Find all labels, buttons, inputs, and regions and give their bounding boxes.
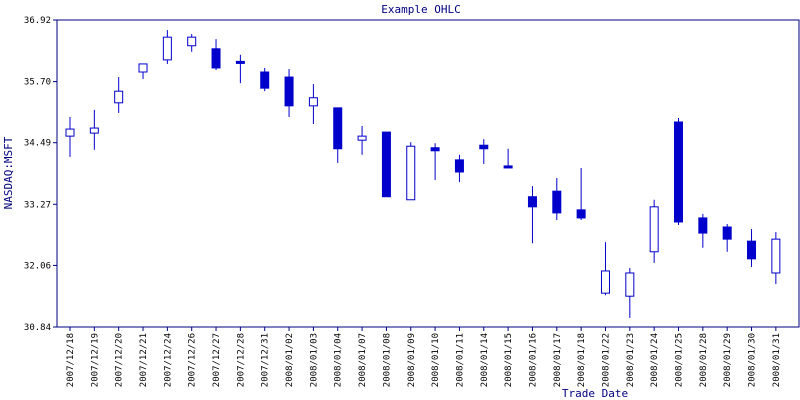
x-tick-label: 2007/12/20 [115, 333, 125, 387]
x-tick-label: 2007/12/21 [139, 333, 149, 387]
y-tick-label: 32.06 [24, 261, 51, 271]
x-tick-label: 2008/01/17 [553, 333, 563, 387]
candle-body [187, 36, 197, 47]
candle-body [89, 127, 99, 134]
x-tick-label: 2007/12/31 [261, 333, 271, 387]
candle-body [430, 147, 440, 152]
x-tick-label: 2008/01/08 [382, 333, 392, 387]
candle-body [527, 196, 537, 208]
candle-body [357, 135, 367, 141]
x-tick-label: 2008/01/07 [358, 333, 368, 387]
candle-body [576, 209, 586, 219]
candle-body [308, 97, 318, 107]
candle-body [454, 159, 464, 173]
x-tick-label: 2007/12/24 [163, 333, 173, 387]
x-tick-label: 2007/12/18 [66, 333, 76, 387]
candle-body [211, 48, 221, 69]
x-tick-label: 2008/01/23 [626, 333, 636, 387]
x-tick-label: 2008/01/16 [528, 333, 538, 387]
x-tick-label: 2008/01/22 [601, 333, 611, 387]
x-tick-label: 2008/01/25 [675, 333, 685, 387]
candle-body [260, 71, 270, 89]
candle-body [649, 206, 659, 253]
candle-body [235, 60, 245, 64]
candle-body [138, 63, 148, 73]
x-tick-label: 2008/01/14 [480, 333, 490, 387]
x-tick-label: 2008/01/18 [577, 333, 587, 387]
candle-body [381, 131, 391, 198]
candle-body [722, 226, 732, 240]
x-tick-label: 2008/01/31 [772, 333, 782, 387]
candle-body [333, 107, 343, 150]
candle-body [65, 128, 75, 137]
candle-body [600, 270, 610, 294]
x-tick-label: 2008/01/11 [455, 333, 465, 387]
x-tick-label: 2008/01/30 [748, 333, 758, 387]
x-tick-label: 2008/01/24 [650, 333, 660, 387]
x-tick-label: 2008/01/15 [504, 333, 514, 387]
x-tick-label: 2007/12/26 [188, 333, 198, 387]
x-tick-label: 2008/01/10 [431, 333, 441, 387]
candle-body [698, 217, 708, 234]
x-axis-title: Trade Date [562, 387, 628, 400]
y-axis-title: NASDAQ:MSFT [2, 136, 15, 209]
chart-title: Example OHLC [381, 3, 460, 16]
y-tick-label: 35.70 [24, 78, 51, 88]
candle-body [406, 145, 416, 201]
candle-body [625, 272, 635, 297]
x-tick-label: 2007/12/27 [212, 333, 222, 387]
candle-body [552, 190, 562, 214]
y-tick-label: 33.27 [24, 200, 51, 210]
x-tick-label: 2008/01/04 [334, 333, 344, 387]
y-tick-label: 30.84 [24, 323, 51, 333]
plot-frame [56, 19, 800, 328]
y-tick-label: 36.92 [24, 16, 51, 26]
x-tick-label: 2008/01/09 [407, 333, 417, 387]
y-tick-label: 34.49 [24, 139, 51, 149]
x-tick-label: 2007/12/28 [236, 333, 246, 387]
candle-body [114, 90, 124, 104]
x-tick-label: 2007/12/19 [90, 333, 100, 387]
candle-body [503, 165, 513, 169]
candle-body [771, 238, 781, 274]
x-tick-label: 2008/01/29 [723, 333, 733, 387]
x-tick-label: 2008/01/03 [309, 333, 319, 387]
x-tick-label: 2008/01/02 [285, 333, 295, 387]
candle-body [479, 144, 489, 150]
candle-body [284, 76, 294, 107]
candle-body [674, 121, 683, 223]
x-tick-label: 2008/01/28 [699, 333, 709, 387]
candle-body [162, 36, 172, 61]
candle-body [747, 240, 757, 260]
